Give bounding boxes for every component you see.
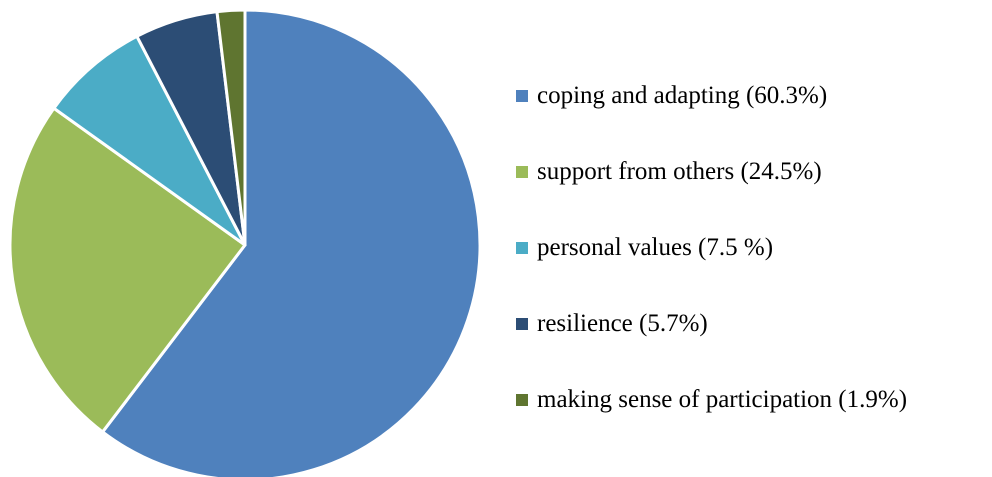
legend-label: resilience (5.7%) <box>537 310 708 337</box>
legend-item-resilience: resilience (5.7%) <box>516 308 708 340</box>
legend-label: making sense of participation (1.9%) <box>537 386 908 413</box>
legend-swatch <box>516 394 528 406</box>
legend-label: support from others (24.5%) <box>537 158 822 185</box>
legend-swatch <box>516 166 528 178</box>
legend-label: personal values (7.5 %) <box>537 234 774 261</box>
slice-values <box>52 34 247 247</box>
legend-swatch <box>516 90 528 102</box>
legend-item-support: support from others (24.5%) <box>516 156 822 188</box>
legend-item-sense-making: making sense of participation (1.9%) <box>516 384 907 416</box>
slice-support <box>8 106 247 434</box>
legend-item-values: personal values (7.5 %) <box>516 232 773 264</box>
legend-label: coping and adapting (60.3%) <box>537 82 828 109</box>
legend-swatch <box>516 242 528 254</box>
legend-swatch <box>516 318 528 330</box>
legend-item-coping: coping and adapting (60.3%) <box>516 80 827 112</box>
slice-sense-making <box>215 8 247 247</box>
slice-coping <box>101 8 482 477</box>
